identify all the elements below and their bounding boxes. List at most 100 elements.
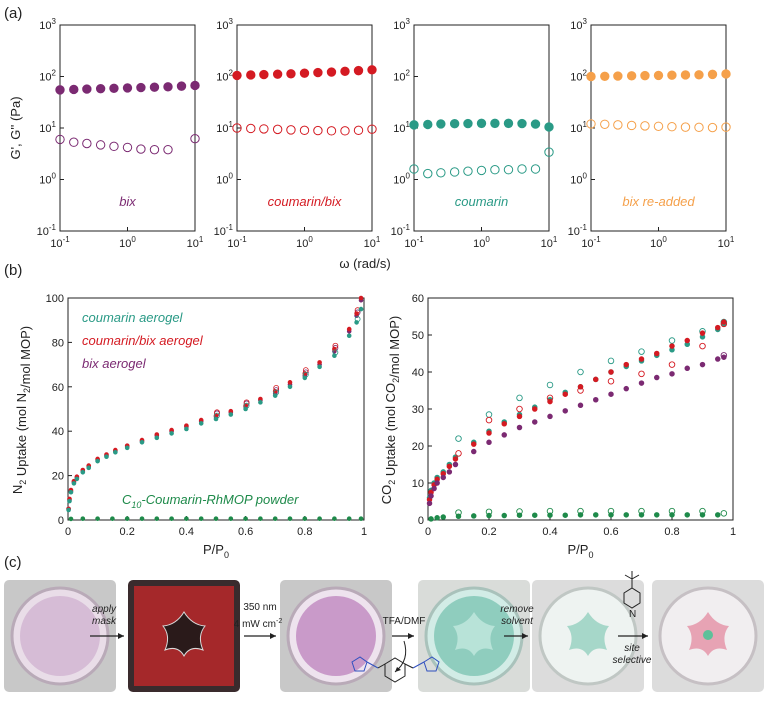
x-tick-label: 0.2 [120,526,135,538]
isotherm-point [654,350,660,357]
x-tick-label: 0.8 [297,526,312,538]
isotherm-point [699,330,706,336]
isotherm-point [638,507,645,515]
isotherm-point [358,295,364,301]
isotherm-point [346,326,352,332]
isotherm-point [243,406,248,412]
x-tick-label: 100 [473,235,490,250]
loss-modulus-point [326,126,337,136]
panel-label-b: (b) [4,262,22,279]
y-tick-label: 0 [58,515,64,527]
isotherm-point [452,456,459,462]
x-tick-label: 100 [650,235,667,250]
isotherm-point [623,512,630,518]
isotherm-point [124,516,130,521]
isotherm-point [428,493,434,499]
isotherm-point [110,516,115,521]
isotherm-point [258,516,263,521]
storage-modulus-point [680,70,691,80]
y-tick-label: 100 [46,293,64,305]
isotherm-point [715,512,721,518]
loss-modulus-point [286,125,296,135]
y-tick-label: 101 [39,120,56,135]
isotherm-point [434,480,440,486]
isotherm-point [669,371,675,377]
storage-modulus-point [503,118,514,129]
isotherm-desorption-point [243,402,250,409]
isotherm-point [95,458,100,464]
isotherm-point [720,352,728,359]
storage-modulus-point [190,80,200,91]
isotherm-point [720,510,728,517]
isotherm-point [228,408,234,414]
loss-modulus-point [232,123,242,133]
isotherm-point [608,391,614,397]
loss-modulus-point [353,125,364,136]
isotherm-point [272,393,278,398]
storage-modulus-point [640,70,650,81]
isotherm-point [80,469,86,475]
panel-label-c: (c) [4,554,22,571]
x-tick-label: 0 [65,526,71,538]
storage-modulus-point [326,67,337,77]
storage-modulus-point [490,118,500,129]
isotherm-point [213,416,219,422]
plot-title: coumarin [455,194,508,209]
isotherm-point [593,397,599,403]
panel-label-a: (a) [4,5,22,22]
loss-modulus-point [680,122,691,132]
x-tick-label: 0.8 [664,526,679,538]
isotherm-point [501,512,508,519]
loss-modulus-point [82,138,92,149]
loss-modulus-point [55,134,65,145]
x-tick-label: 101 [541,235,558,250]
isotherm-point [562,512,569,518]
x-tick-label: 0.2 [481,526,496,538]
isotherm-point [668,507,676,515]
panel-a-xlabel: ω (rad/s) [339,256,390,271]
isotherm-point [113,449,118,455]
isotherm-point [346,333,352,339]
loss-modulus-point [69,137,79,147]
loss-modulus-point [190,133,200,144]
y-tick-label: 100 [39,172,56,187]
y-tick-label: 101 [216,120,233,135]
x-tick-label: 10-1 [227,235,247,250]
isotherm-point [426,500,433,507]
isotherm-point [228,516,234,521]
loss-modulus-point [626,120,637,131]
isotherm-point [546,381,554,389]
rheology-plot-4: 10-1 100 101 102 103 10-1 100 101 bix re-added [568,17,735,250]
loss-modulus-point [530,164,541,174]
bix-benzene [377,657,414,683]
legend-entry: bix aerogel [82,356,147,371]
isotherm-point [471,441,477,447]
isotherm-point [654,512,660,518]
isotherm-point [654,374,660,381]
loss-modulus-point [694,122,704,133]
loss-modulus-point [272,124,283,135]
isotherm-desorption-point [214,412,220,419]
y-tick-label: 60 [52,382,64,394]
x-tick-label: 10-1 [581,235,601,250]
uv-wavelength-label: 350 nm [243,602,276,613]
site-label: site [624,643,640,654]
isotherm-point [516,424,523,431]
isotherm-point [358,306,364,312]
isotherm-point [66,507,71,513]
isotherm-point [332,516,337,521]
x-tick-label: 0.6 [603,526,618,538]
solvent-label: solvent [501,616,534,627]
isotherm-point [154,516,160,521]
storage-modulus-point [163,82,173,92]
y-tick-label: 50 [412,330,424,342]
storage-modulus-point [409,120,419,130]
isotherm-point [317,516,322,521]
isotherm-point [720,318,728,326]
storage-modulus-point [694,70,704,80]
isotherm-point [532,406,538,412]
isotherm-point [287,380,293,385]
panel-a-ylabel: G', G'' (Pa) [8,96,23,159]
y-tick-label: 40 [52,426,64,438]
